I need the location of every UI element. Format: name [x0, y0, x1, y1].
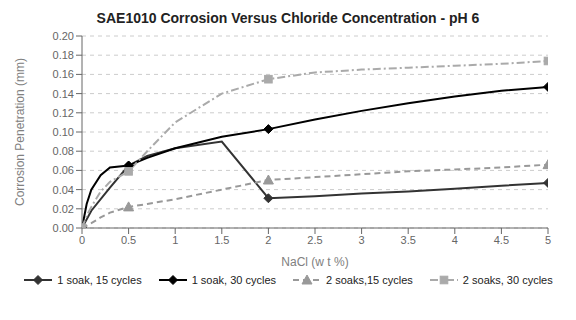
svg-text:2.5: 2.5 — [307, 234, 322, 246]
svg-text:5: 5 — [545, 234, 551, 246]
svg-text:0.5: 0.5 — [121, 234, 136, 246]
html-text:SAE1010 Corrosion Versus Chlor: SAE1010 Corrosion Versus Chloride Concen… — [96, 10, 480, 26]
svg-text:4: 4 — [452, 234, 458, 246]
svg-text:0: 0 — [79, 234, 85, 246]
svg-text:0.12: 0.12 — [53, 107, 74, 119]
svg-text:0.00: 0.00 — [53, 222, 74, 234]
svg-text:Corrosion Penetration (mm): Corrosion Penetration (mm) — [13, 58, 27, 206]
svg-text:0.04: 0.04 — [53, 184, 74, 196]
svg-text:1: 1 — [172, 234, 178, 246]
svg-text:0.14: 0.14 — [53, 88, 74, 100]
svg-text:0.02: 0.02 — [53, 203, 74, 215]
svg-text:0.20: 0.20 — [53, 30, 74, 42]
svg-text:2: 2 — [265, 234, 271, 246]
svg-text:4.5: 4.5 — [494, 234, 509, 246]
svg-text:1.5: 1.5 — [214, 234, 229, 246]
svg-text:0.18: 0.18 — [53, 49, 74, 61]
svg-text:0.08: 0.08 — [53, 145, 74, 157]
html-text:1 soak, 15 cycles: 1 soak, 15 cycles — [57, 274, 142, 286]
html-text:2 soaks, 30 cycles: 2 soaks, 30 cycles — [462, 274, 553, 286]
svg-text:NaCl (w t %): NaCl (w t %) — [281, 255, 348, 269]
html-text:1 soak, 30 cycles: 1 soak, 30 cycles — [191, 274, 276, 286]
svg-text:0.06: 0.06 — [53, 164, 74, 176]
svg-text:3.5: 3.5 — [401, 234, 416, 246]
svg-text:0.10: 0.10 — [53, 126, 74, 138]
svg-text:0.16: 0.16 — [53, 68, 74, 80]
html-text:2 soaks,15 cycles: 2 soaks,15 cycles — [326, 274, 413, 286]
svg-text:3: 3 — [359, 234, 365, 246]
